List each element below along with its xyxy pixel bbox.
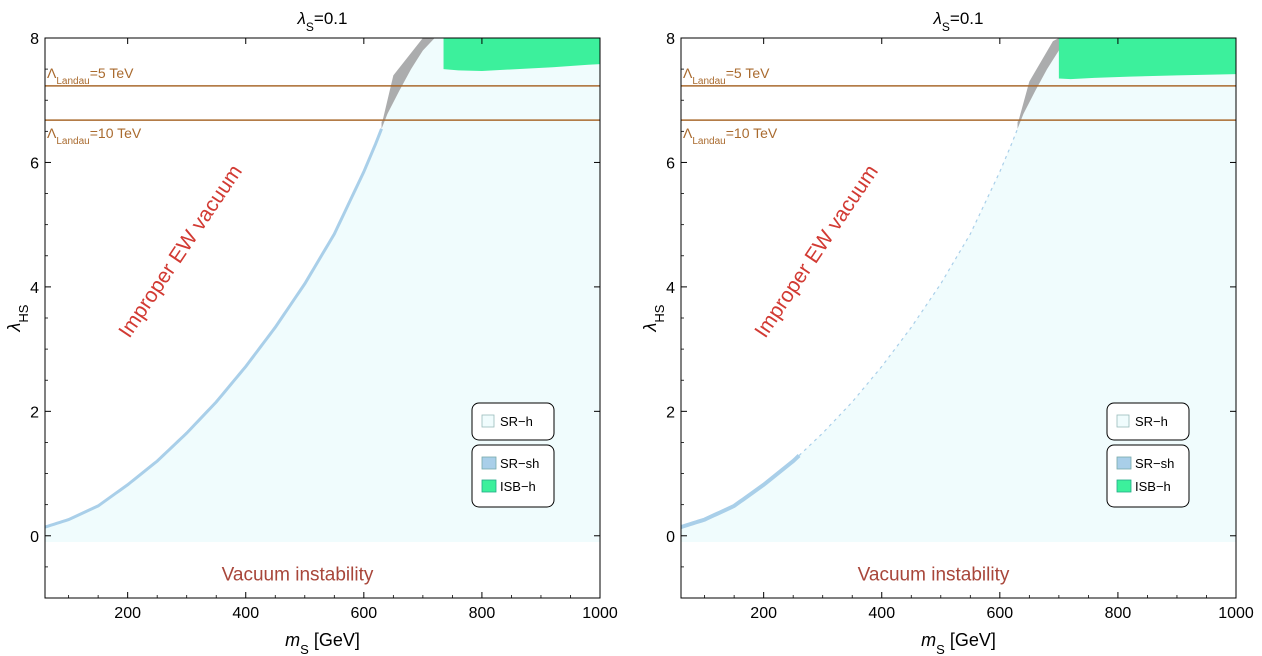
y-tick-label: 0 <box>30 529 39 546</box>
x-axis-label: mS [GeV] <box>285 630 360 656</box>
x-tick-label: 800 <box>1105 605 1132 622</box>
landau-10tev-label-symbol: Λ <box>683 125 693 141</box>
improper-ew-vacuum-label: Improper EW vacuum <box>114 161 247 342</box>
chart-title-rest: =0.1 <box>314 9 348 28</box>
x-axis-label-rest: [GeV] <box>945 630 996 650</box>
y-tick-label: 8 <box>666 31 675 48</box>
vacuum-instability-label: Vacuum instability <box>858 565 1010 586</box>
landau-10tev-label-symbol: Λ <box>47 125 57 141</box>
chart-title: λS=0.1 <box>297 9 348 34</box>
chart-title: λS=0.1 <box>933 9 984 34</box>
legend-label-isb-h: ISB−h <box>1135 479 1171 494</box>
landau-5tev-label-symbol: Λ <box>683 65 693 81</box>
chart-title-symbol: λ <box>933 9 942 28</box>
x-tick-label: 400 <box>868 605 895 622</box>
landau-5tev-label: ΛLandau=5 TeV <box>47 65 134 87</box>
landau-5tev-label-rest: =5 TeV <box>90 65 134 81</box>
legend-swatch-sr-h <box>1116 414 1130 428</box>
legend-swatch-sr-h <box>481 414 495 428</box>
improper-ew-vacuum-label: Improper EW vacuum <box>750 161 883 342</box>
x-axis-label: mS [GeV] <box>921 630 996 656</box>
y-tick-label: 2 <box>30 404 39 421</box>
legend-box-2 <box>471 444 555 508</box>
sr-sh-band <box>681 454 801 529</box>
legend-label-sr-sh: SR−sh <box>500 456 539 471</box>
x-tick-label: 600 <box>986 605 1013 622</box>
y-tick-label: 4 <box>30 280 39 297</box>
y-axis-label-subscript: HS <box>16 304 31 322</box>
chart-title-subscript: S <box>306 20 314 34</box>
legend-label-sr-h: SR−h <box>1135 414 1168 429</box>
x-axis-label-symbol: m <box>285 630 300 650</box>
landau-10tev-label-rest: =10 TeV <box>90 125 142 141</box>
gray-region <box>381 38 459 129</box>
y-axis-label-symbol: λ <box>4 323 24 333</box>
x-tick-label: 200 <box>114 605 141 622</box>
y-tick-label: 6 <box>666 155 675 172</box>
landau-10tev-label: ΛLandau=10 TeV <box>47 125 142 147</box>
landau-10tev-label-subscript: Landau <box>56 136 89 147</box>
landau-10tev-label-rest: =10 TeV <box>726 125 778 141</box>
y-axis-label: λHS <box>640 304 667 332</box>
sr-sh-band <box>45 128 383 529</box>
x-tick-label: 1000 <box>582 605 618 622</box>
legend-box-2 <box>1106 444 1190 508</box>
landau-5tev-label-subscript: Landau <box>692 75 725 86</box>
x-axis-label-symbol: m <box>921 630 936 650</box>
legend-label-isb-h: ISB−h <box>500 479 536 494</box>
sr-h-region <box>45 38 600 542</box>
vacuum-instability-label: Vacuum instability <box>222 565 374 586</box>
legend-box-1 <box>471 402 555 441</box>
x-tick-label: 400 <box>232 605 259 622</box>
y-tick-label: 0 <box>666 529 675 546</box>
landau-5tev-label-rest: =5 TeV <box>726 65 770 81</box>
chart-title-rest: =0.1 <box>950 9 984 28</box>
landau-5tev-label-symbol: Λ <box>47 65 57 81</box>
x-tick-label: 200 <box>750 605 777 622</box>
legend-swatch-sr-sh <box>481 456 497 470</box>
y-axis-label-symbol: λ <box>640 323 660 333</box>
legend-swatch-isb-h <box>481 479 497 493</box>
landau-10tev-label: ΛLandau=10 TeV <box>683 125 778 147</box>
sr-sh-band-thin <box>798 128 1019 456</box>
x-axis-label-subscript: S <box>936 642 945 656</box>
isb-h-region <box>1058 38 1236 80</box>
isb-h-region <box>443 38 600 71</box>
x-axis-label-subscript: S <box>300 642 309 656</box>
x-tick-label: 1000 <box>1218 605 1254 622</box>
y-tick-label: 8 <box>30 31 39 48</box>
legend-box-1 <box>1106 402 1190 441</box>
landau-5tev-label-subscript: Landau <box>56 75 89 86</box>
x-tick-label: 800 <box>469 605 496 622</box>
landau-10tev-label-subscript: Landau <box>692 136 725 147</box>
y-axis-label-subscript: HS <box>652 304 667 322</box>
landau-5tev-label: ΛLandau=5 TeV <box>683 65 770 87</box>
x-axis-label-rest: [GeV] <box>309 630 360 650</box>
chart-left: ΛLandau=5 TeV ΛLandau=10 TeV 200 400 600 800 1… <box>4 9 618 656</box>
sr-h-region <box>681 38 1236 542</box>
plot-area <box>681 38 1236 542</box>
y-tick-label: 4 <box>666 280 675 297</box>
y-tick-label: 6 <box>30 155 39 172</box>
legend-swatch-sr-sh <box>1116 456 1132 470</box>
plot-area <box>45 38 600 542</box>
chart-right: ΛLandau=5 TeV ΛLandau=10 TeV 200 400 600 800 1… <box>636 0 1262 656</box>
legend-label-sr-sh: SR−sh <box>1135 456 1174 471</box>
legend-swatch-isb-h <box>1116 479 1132 493</box>
chart-title-subscript: S <box>942 20 950 34</box>
x-tick-label: 600 <box>350 605 377 622</box>
legend-label-sr-h: SR−h <box>500 414 533 429</box>
chart-title-symbol: λ <box>297 9 306 28</box>
y-axis-label: λHS <box>4 304 31 332</box>
y-tick-label: 2 <box>666 404 675 421</box>
